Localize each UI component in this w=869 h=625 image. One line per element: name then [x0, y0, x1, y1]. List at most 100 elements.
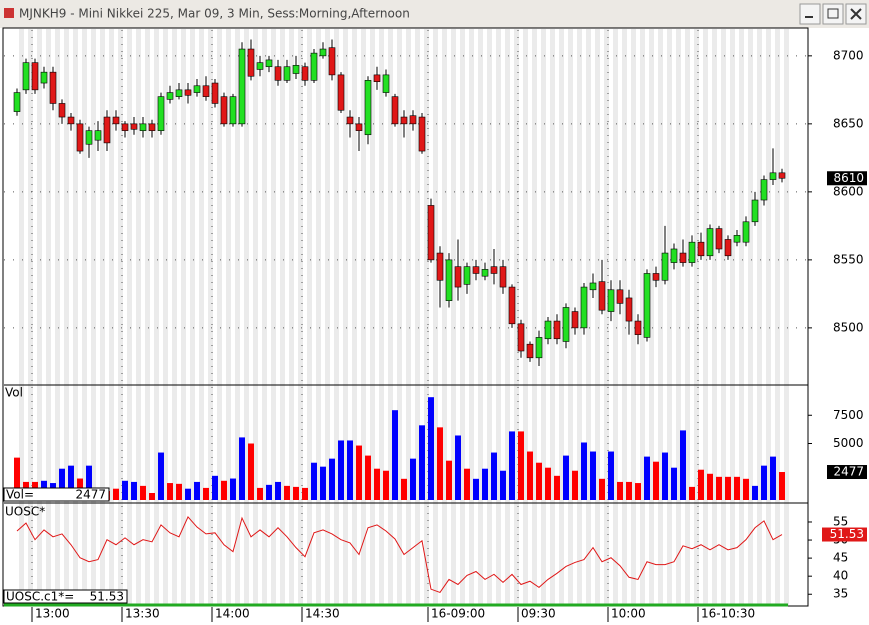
- candle-body: [571, 311, 579, 329]
- x-tick-label: 13:00: [35, 607, 70, 621]
- volume-bar: [230, 478, 236, 500]
- column-stripe: [505, 29, 510, 605]
- x-tick-label: 16-10:30: [701, 607, 755, 621]
- volume-bar: [536, 462, 542, 500]
- y-tick-label: 8600: [833, 184, 864, 198]
- volume-bar: [563, 455, 569, 500]
- candle-body: [733, 235, 741, 243]
- volume-bar: [527, 451, 533, 500]
- volume-bar: [671, 467, 677, 500]
- candle-body: [508, 286, 516, 325]
- column-stripe: [433, 29, 438, 605]
- column-stripe: [271, 29, 276, 605]
- candle-body: [445, 259, 453, 301]
- column-stripe: [640, 29, 645, 605]
- candle-body: [742, 221, 750, 243]
- volume-bar: [14, 457, 20, 500]
- column-stripe: [316, 29, 321, 605]
- column-stripe: [100, 29, 105, 605]
- column-stripe: [136, 29, 141, 605]
- y-tick-label: 45: [833, 551, 848, 565]
- volume-bar: [662, 452, 668, 500]
- column-stripe: [262, 29, 267, 605]
- volume-bar: [248, 443, 254, 500]
- volume-bar: [626, 481, 632, 500]
- candle-body: [301, 66, 309, 81]
- candle-body: [220, 96, 228, 125]
- close-icon: [850, 8, 862, 20]
- candle-body: [292, 65, 300, 74]
- column-stripe: [199, 29, 204, 605]
- candle-body: [454, 266, 462, 288]
- column-stripe: [73, 29, 78, 605]
- volume-bar: [221, 480, 227, 500]
- volume-bar: [185, 488, 191, 500]
- volume-bar: [365, 455, 371, 500]
- volume-bar: [284, 485, 290, 500]
- column-stripe: [487, 29, 492, 605]
- y-tick-label: 8550: [833, 252, 864, 266]
- column-stripe: [352, 29, 357, 605]
- column-stripe: [559, 29, 564, 605]
- title-bar: [0, 0, 869, 28]
- volume-bar: [320, 466, 326, 500]
- candle-body: [778, 172, 786, 179]
- y-tick-label: 35: [833, 587, 848, 601]
- volume-bar: [653, 461, 659, 500]
- column-stripe: [118, 29, 123, 605]
- candle-body: [256, 62, 264, 70]
- column-stripe: [622, 29, 627, 605]
- volume-bar: [716, 476, 722, 500]
- volume-bar: [113, 488, 119, 500]
- candle-body: [346, 116, 354, 125]
- column-stripe: [523, 29, 528, 605]
- candle-body: [76, 123, 84, 152]
- candle-body: [40, 71, 48, 84]
- volume-bar: [194, 481, 200, 500]
- candle-body: [670, 248, 678, 263]
- column-stripe: [730, 29, 735, 605]
- column-stripe: [442, 29, 447, 605]
- column-stripe: [145, 29, 150, 605]
- candle-body: [130, 123, 138, 130]
- volume-bar: [275, 481, 281, 500]
- volume-bar: [383, 470, 389, 500]
- candle-body: [121, 123, 129, 131]
- panel-title: UOSC*: [5, 505, 45, 519]
- maximize-button[interactable]: [822, 3, 844, 25]
- candle-body: [229, 96, 237, 125]
- candle-body: [661, 252, 669, 281]
- y-tick-label: 8650: [833, 116, 864, 130]
- maximize-icon: [827, 8, 839, 19]
- readout-value: 51.53: [90, 590, 124, 604]
- last-osc-box: [822, 527, 867, 542]
- y-tick-label: 55: [833, 514, 848, 528]
- volume-bar: [329, 458, 335, 500]
- column-stripe: [379, 29, 384, 605]
- window-title: MJNKH9 - Mini Nikkei 225, Mar 09, 3 Min,…: [19, 7, 410, 21]
- column-stripe: [163, 29, 168, 605]
- column-stripe: [460, 29, 465, 605]
- column-stripe: [766, 29, 771, 605]
- column-stripe: [55, 29, 60, 605]
- candle-body: [544, 320, 552, 340]
- column-stripe: [280, 29, 285, 605]
- minimize-button[interactable]: [799, 3, 821, 25]
- volume-bar: [410, 458, 416, 500]
- plot-area: 13:00 13:30 14:00 14:30 16-09:00 09:30 10:00 16…: [2, 27, 867, 622]
- candle-body: [49, 71, 57, 104]
- column-stripe: [127, 29, 132, 605]
- candle-body: [157, 96, 165, 131]
- volume-bar: [374, 468, 380, 500]
- volume-bar: [239, 437, 245, 500]
- volume-bar: [590, 451, 596, 500]
- column-stripe: [253, 29, 258, 605]
- volume-bar: [482, 468, 488, 500]
- volume-bar: [725, 476, 731, 500]
- column-stripe: [298, 29, 303, 605]
- candle-body: [535, 337, 543, 359]
- column-stripe: [46, 29, 51, 605]
- candle-body: [553, 320, 561, 340]
- candle-body: [103, 116, 111, 144]
- candle-body: [247, 48, 255, 77]
